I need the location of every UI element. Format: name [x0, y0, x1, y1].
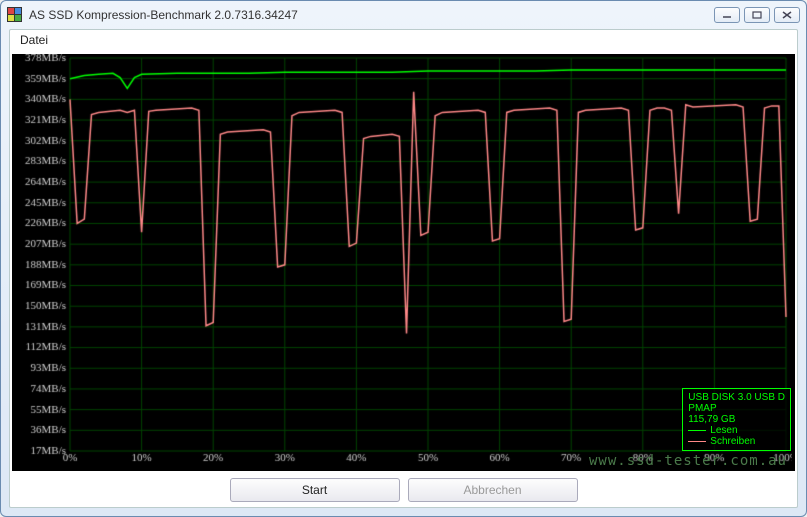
start-button[interactable]: Start: [230, 478, 400, 502]
legend-write-label: Schreiben: [710, 436, 755, 447]
legend-device-line2: PMAP: [688, 403, 785, 414]
menubar: Datei: [10, 30, 797, 52]
legend-read: Lesen: [688, 425, 785, 436]
legend-write-swatch: [688, 441, 706, 442]
watermark: www.ssd-tester.com.au: [589, 453, 787, 469]
legend-read-label: Lesen: [710, 425, 737, 436]
legend-device-line1: USB DISK 3.0 USB D: [688, 392, 785, 403]
legend-write: Schreiben: [688, 436, 785, 447]
app-window: AS SSD Kompression-Benchmark 2.0.7316.34…: [0, 0, 807, 517]
button-row: Start Abbrechen: [10, 473, 797, 507]
titlebar: AS SSD Kompression-Benchmark 2.0.7316.34…: [1, 1, 806, 29]
close-button[interactable]: [774, 7, 800, 23]
legend-capacity: 115,79 GB: [688, 414, 785, 425]
content-panel: Datei USB DISK 3.0 USB D PMAP 115,79 GB …: [9, 29, 798, 508]
minimize-button[interactable]: [714, 7, 740, 23]
app-icon: [7, 7, 23, 23]
compression-chart: [12, 54, 792, 469]
window-title: AS SSD Kompression-Benchmark 2.0.7316.34…: [29, 8, 714, 22]
legend-read-swatch: [688, 430, 706, 431]
maximize-button[interactable]: [744, 7, 770, 23]
chart-area: USB DISK 3.0 USB D PMAP 115,79 GB Lesen …: [12, 54, 795, 471]
menu-file[interactable]: Datei: [20, 33, 48, 47]
legend-box: USB DISK 3.0 USB D PMAP 115,79 GB Lesen …: [682, 388, 791, 451]
abort-button[interactable]: Abbrechen: [408, 478, 578, 502]
window-controls: [714, 7, 800, 23]
